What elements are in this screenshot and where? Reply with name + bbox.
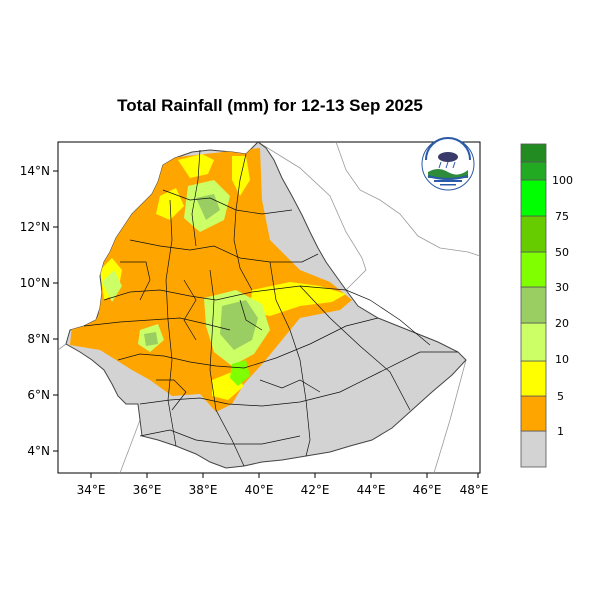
legend-label-100: 100: [552, 174, 573, 187]
lon-label-44: 44°E: [357, 483, 386, 497]
legend-swatch-3: [520, 322, 547, 362]
lat-label-8: 8°N: [27, 332, 50, 346]
lat-label-12: 12°N: [20, 220, 50, 234]
lon-labels: 34°E 36°E 38°E 40°E 42°E 44°E 46°E 48°E: [77, 483, 489, 497]
lon-label-38: 38°E: [189, 483, 218, 497]
rain-20-30mm-north: [196, 194, 220, 220]
institute-logo: [421, 137, 475, 191]
rain-5-10mm-east: [250, 282, 346, 316]
legend-label-10: 10: [555, 353, 569, 366]
legend-label-30: 30: [555, 281, 569, 294]
legend-swatch-7: [520, 179, 547, 217]
rain-5-10mm-north: [178, 154, 214, 178]
axis-ticks: [53, 170, 479, 478]
legend-swatch-8: [520, 161, 547, 181]
neighbour-borders: [58, 142, 480, 473]
legend-label-1: 1: [557, 425, 564, 438]
lon-label-48: 48°E: [460, 483, 489, 497]
lat-label-4: 4°N: [27, 444, 50, 458]
rain-10-20mm-west: [102, 270, 122, 302]
lon-label-42: 42°E: [301, 483, 330, 497]
legend-label-75: 75: [555, 210, 569, 223]
legend-label-50: 50: [555, 246, 569, 259]
legend-swatch-2: [520, 360, 547, 397]
lon-label-46: 46°E: [413, 483, 442, 497]
map-layers: [58, 142, 480, 473]
legend-label-5: 5: [557, 390, 564, 403]
lat-labels: 14°N 12°N 10°N 8°N 6°N 4°N: [20, 164, 50, 458]
legend-swatch-4: [520, 286, 547, 324]
legend-swatch-9: [520, 143, 547, 163]
admin-boundaries: [83, 149, 458, 467]
lat-label-14: 14°N: [20, 164, 50, 178]
lon-label-40: 40°E: [245, 483, 274, 497]
legend-swatch-1: [520, 395, 547, 432]
lat-label-10: 10°N: [20, 276, 50, 290]
rain-20-30mm-central: [220, 300, 258, 350]
legend-swatch-6: [520, 215, 547, 253]
legend-labels: 1 5 10 20 30 50 75 100: [552, 174, 573, 438]
lat-label-6: 6°N: [27, 388, 50, 402]
rain-20-30mm-sw: [144, 332, 158, 346]
legend-colorbar: [520, 143, 547, 468]
map-title: Total Rainfall (mm) for 12-13 Sep 2025: [117, 96, 423, 115]
legend-swatch-5: [520, 251, 547, 288]
lon-label-34: 34°E: [77, 483, 106, 497]
legend-label-20: 20: [555, 317, 569, 330]
legend-swatch-0: [520, 430, 547, 468]
lon-label-36: 36°E: [133, 483, 162, 497]
rain-30-50mm-south: [230, 360, 250, 386]
